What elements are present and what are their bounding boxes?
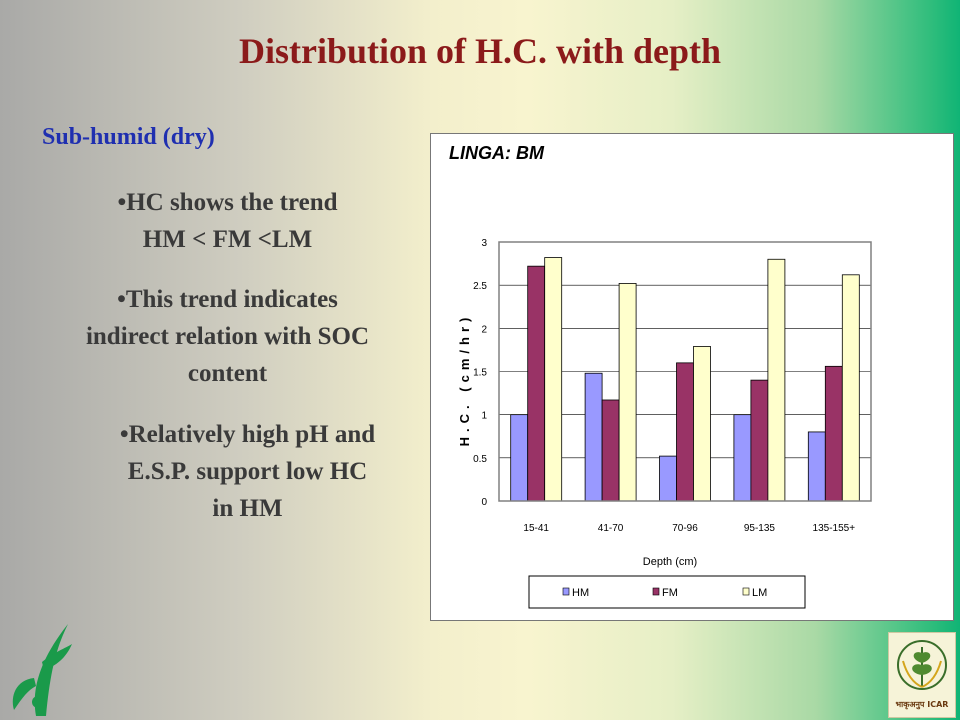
- slide-subtitle: Sub-humid (dry): [42, 124, 215, 150]
- bar-fm: [676, 362, 694, 502]
- bar-lm: [618, 283, 637, 502]
- slide-title: Distribution of H.C. with depth: [238, 31, 722, 71]
- bar-fm: [601, 399, 620, 502]
- y-tick-labels: 0 0.5 1 1.5 2 2.5 3: [473, 238, 487, 508]
- y-tick-label: 0: [481, 497, 487, 508]
- y-tick-label: 2: [481, 324, 487, 335]
- leaf-logo-icon: [12, 624, 72, 716]
- bar-hm: [807, 431, 826, 502]
- bullet-1: •HC shows the trend HM < FM <LM: [40, 184, 415, 258]
- chart-panel: LINGA: BM 0 0.5 1 1.5 2 2.5 3 15-41 41-70 70-96 9…: [430, 133, 954, 621]
- bullet-1-line-1: •HC shows the trend: [117, 189, 338, 216]
- bar-fm: [527, 265, 546, 502]
- icar-logo-text: भाकृअनुप ICAR: [895, 700, 949, 709]
- bullet-3-line-1: •Relatively high pH and: [119, 421, 376, 448]
- legend-label-hm: HM: [572, 587, 589, 599]
- y-tick-label: 0.5: [473, 454, 487, 465]
- x-tick-label: 41-70: [598, 523, 624, 534]
- x-tick-labels: 15-41 41-70 70-96 95-135 135-155+: [523, 523, 855, 534]
- bullet-2: •This trend indicates indirect relation …: [35, 281, 420, 392]
- y-tick-label: 1: [481, 411, 487, 422]
- y-tick-label: 2.5: [473, 281, 487, 292]
- bullet-3-line-2: E.S.P. support low HC: [127, 458, 368, 485]
- plot-area: [498, 241, 872, 502]
- bar-lm: [544, 257, 563, 502]
- bullet-2-line-2: indirect relation with SOC: [85, 323, 370, 350]
- x-tick-label: 70-96: [672, 523, 698, 534]
- legend: HM FM LM: [528, 575, 806, 609]
- bar-lm: [693, 346, 711, 502]
- x-tick-label: 95-135: [744, 523, 776, 534]
- bar-hm: [510, 414, 529, 502]
- bar-chart: LINGA: BM 0 0.5 1 1.5 2 2.5 3 15-41 41-70 70-96 9…: [449, 143, 872, 609]
- bar-hm: [659, 455, 677, 502]
- bars: [510, 257, 860, 502]
- plot-frame: [498, 241, 872, 502]
- legend-label-lm: LM: [752, 587, 767, 599]
- legend-swatch-hm: [562, 587, 570, 596]
- legend-swatch-fm: [652, 587, 660, 596]
- bar-hm: [584, 372, 603, 502]
- x-tick-label: 15-41: [523, 523, 549, 534]
- wheat-emblem-icon: [897, 640, 947, 690]
- legend-swatch-lm: [742, 587, 750, 596]
- bar-lm: [841, 274, 860, 502]
- y-tick-label: 1.5: [473, 368, 487, 379]
- y-axis-label: H.C. (cm/hr): [457, 313, 472, 447]
- bar-hm: [733, 414, 752, 502]
- chart-title: LINGA: BM: [449, 143, 545, 163]
- legend-box: [528, 575, 806, 609]
- legend-label-fm: FM: [662, 587, 678, 599]
- bar-fm: [824, 365, 843, 502]
- bar-lm: [767, 258, 786, 502]
- bullet-1-line-2: HM < FM <LM: [142, 226, 313, 253]
- bullet-2-line-3: content: [187, 360, 268, 387]
- x-axis-label: Depth (cm): [643, 556, 697, 568]
- y-tick-label: 3: [481, 238, 487, 249]
- bullet-3-line-3: in HM: [212, 495, 283, 522]
- x-tick-label: 135-155+: [813, 523, 856, 534]
- bar-fm: [750, 379, 769, 502]
- bullet-3: •Relatively high pH and E.S.P. support l…: [60, 416, 435, 527]
- icar-logo: भाकृअनुप ICAR: [888, 632, 956, 718]
- bullet-2-line-1: •This trend indicates: [117, 286, 338, 313]
